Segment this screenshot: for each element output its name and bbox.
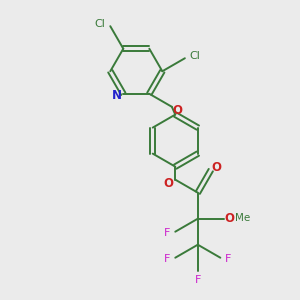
Text: O: O (211, 161, 221, 174)
Text: N: N (112, 89, 122, 102)
Text: O: O (172, 104, 182, 117)
Text: F: F (164, 228, 170, 238)
Text: Cl: Cl (190, 51, 201, 61)
Text: Me: Me (236, 213, 250, 223)
Text: F: F (195, 274, 201, 285)
Text: F: F (225, 254, 232, 264)
Text: Cl: Cl (94, 19, 106, 29)
Text: O: O (224, 212, 234, 224)
Text: O: O (164, 177, 173, 190)
Text: F: F (164, 254, 170, 264)
